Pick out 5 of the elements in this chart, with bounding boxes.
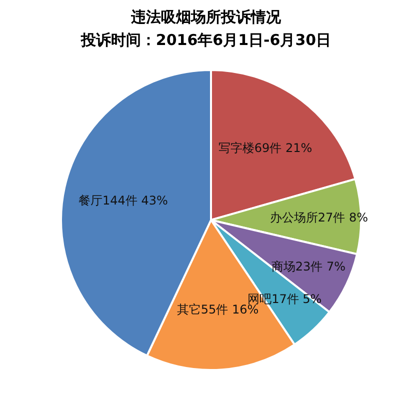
chart-subtitle: 投诉时间：2016年6月1日-6月30日 [80, 31, 332, 50]
slice-label: 写字楼69件 21% [218, 141, 312, 156]
slice-label: 商场23件 7% [271, 260, 346, 274]
chart-title: 违法吸烟场所投诉情况 [130, 8, 282, 27]
slice-label: 餐厅144件 43% [78, 193, 168, 208]
